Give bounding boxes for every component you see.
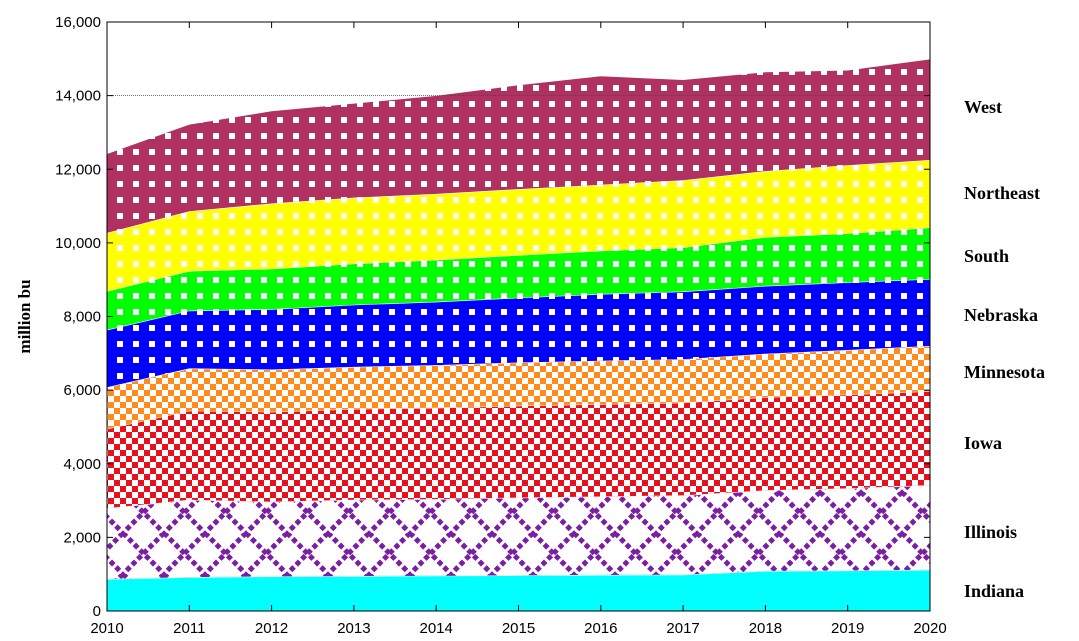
y-tick-label: 0: [93, 603, 101, 620]
area-indiana: [107, 569, 930, 611]
y-tick-label: 6,000: [63, 382, 101, 399]
y-axis-title: million bu: [15, 279, 34, 353]
series-label-indiana: Indiana: [964, 581, 1024, 601]
y-tick-label: 8,000: [63, 309, 101, 326]
x-tick-label: 2018: [749, 620, 782, 637]
series-label-nebraska: Nebraska: [964, 305, 1038, 325]
axes-layer: 0 2,000 4,000 6,000 8,000 10,000 12,000 14,000 1…: [55, 14, 947, 637]
area-pattern-iowa: [107, 391, 930, 509]
x-tick-label: 2010: [90, 620, 123, 637]
x-tick-label: 2019: [831, 620, 864, 637]
areas-layer: [106, 58, 931, 611]
series-label-minnesota: Minnesota: [964, 362, 1045, 382]
y-tick-label: 14,000: [55, 88, 101, 105]
series-label-iowa: Iowa: [964, 433, 1002, 453]
x-tick-label: 2011: [173, 620, 205, 637]
x-tick-label: 2020: [913, 620, 946, 637]
area-pattern-west: [107, 58, 930, 233]
y-tick-label: 10,000: [55, 235, 101, 252]
area-pattern-northeast: [107, 160, 930, 292]
area-pattern-illinois: [107, 485, 930, 579]
x-tick-label: 2013: [337, 620, 370, 637]
area-pattern-south: [107, 227, 930, 330]
x-tick-label: 2017: [666, 620, 699, 637]
area-edge-west: [106, 58, 931, 154]
series-label-west: West: [964, 97, 1002, 117]
y-tick-label: 4,000: [63, 456, 101, 473]
x-tick-label: 2015: [502, 620, 535, 637]
area-pattern-nebraska: [107, 279, 930, 388]
series-label-illinois: Illinois: [964, 522, 1017, 542]
series-label-south: South: [964, 246, 1009, 266]
y-tick-label: 12,000: [55, 161, 101, 178]
x-tick-label: 2012: [255, 620, 288, 637]
series-label-northeast: Northeast: [964, 183, 1040, 203]
y-tick-label: 16,000: [55, 14, 101, 31]
labels-layer: Indiana Illinois Iowa Minnesota Nebraska Sout…: [964, 97, 1045, 601]
x-tick-label: 2014: [420, 620, 453, 637]
area-pattern-minnesota: [107, 345, 930, 429]
y-tick-label: 2,000: [63, 529, 101, 546]
x-tick-label: 2016: [584, 620, 617, 637]
